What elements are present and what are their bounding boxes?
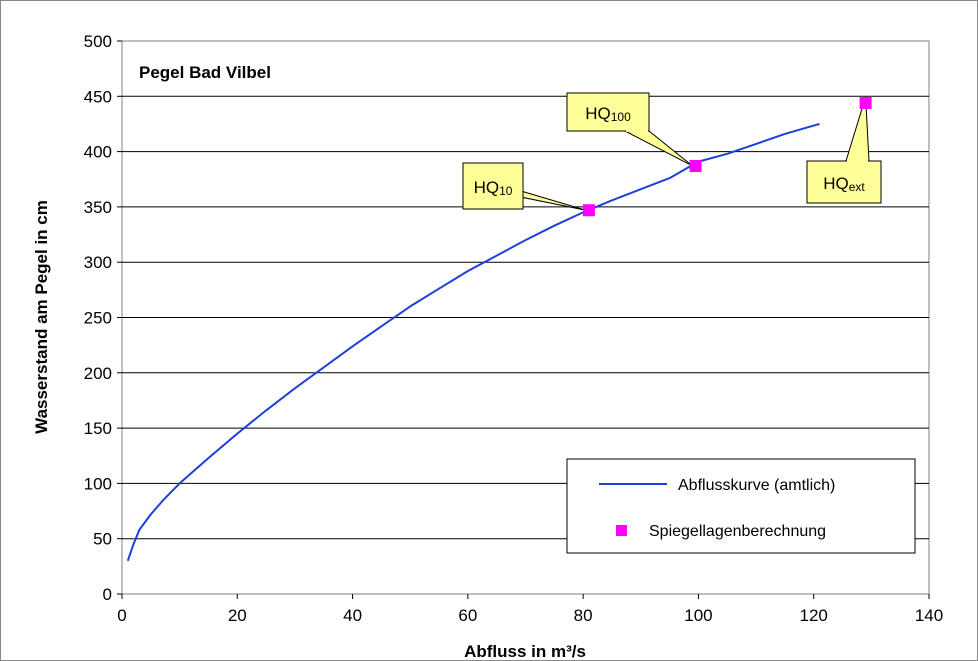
legend: Abflusskurve (amtlich) Spiegellagenberec… bbox=[566, 458, 916, 554]
y-tick-label-400: 400 bbox=[84, 143, 112, 162]
y-tick-label-200: 200 bbox=[84, 364, 112, 383]
callout-hq100: HQ100 bbox=[566, 92, 693, 167]
series-layer bbox=[126, 122, 820, 562]
callout-text-hqext: HQext bbox=[823, 174, 865, 194]
x-tick-label-60: 60 bbox=[458, 606, 477, 625]
points-layer bbox=[582, 96, 872, 217]
x-tick-label-20: 20 bbox=[228, 606, 247, 625]
legend-box bbox=[566, 458, 916, 554]
callout-hqext: HQext bbox=[806, 96, 882, 204]
y-tick-label-250: 250 bbox=[84, 309, 112, 328]
x-tick-labels: 0 20 40 60 80 100 120 140 bbox=[117, 606, 943, 625]
callout-main-hq100: HQ bbox=[585, 104, 611, 123]
point-spiegellage-3 bbox=[859, 96, 872, 109]
y-tick-label-300: 300 bbox=[84, 253, 112, 272]
legend-marker-swatch bbox=[616, 525, 627, 536]
x-tick-label-40: 40 bbox=[343, 606, 362, 625]
x-tick-label-0: 0 bbox=[117, 606, 126, 625]
y-tick-labels: 0 50 100 150 200 250 300 350 400 450 500 bbox=[84, 32, 112, 604]
series-line-abflusskurve bbox=[126, 122, 820, 562]
legend-label-spiegellagen: Spiegellagenberechnung bbox=[649, 523, 826, 540]
legend-label-abflusskurve: Abflusskurve (amtlich) bbox=[678, 477, 835, 494]
y-tick-label-450: 450 bbox=[84, 87, 112, 106]
callout-sub-hqext: ext bbox=[849, 180, 866, 194]
callout-text-hq10: HQ10 bbox=[474, 178, 513, 198]
callout-main-hqext: HQ bbox=[823, 174, 849, 193]
x-axis-title: Abfluss in m³/s bbox=[464, 642, 586, 660]
callout-box-hq10 bbox=[462, 162, 524, 210]
x-tick-label-100: 100 bbox=[684, 606, 712, 625]
callout-sub-hq100: 100 bbox=[611, 110, 631, 124]
callout-text-hq100: HQ100 bbox=[585, 104, 631, 124]
grid-lines bbox=[117, 40, 929, 595]
callout-box-hq100 bbox=[566, 92, 650, 132]
x-tick-label-120: 120 bbox=[800, 606, 828, 625]
y-tick-label-100: 100 bbox=[84, 474, 112, 493]
x-tick-label-80: 80 bbox=[574, 606, 593, 625]
y-tick-label-350: 350 bbox=[84, 198, 112, 217]
callout-box-hqext bbox=[806, 160, 882, 204]
y-tick-label-150: 150 bbox=[84, 419, 112, 438]
callout-main-hq10: HQ bbox=[474, 178, 500, 197]
y-tick-label-0: 0 bbox=[103, 585, 112, 604]
y-tick-label-500: 500 bbox=[84, 32, 112, 51]
y-tick-label-50: 50 bbox=[93, 530, 112, 549]
x-tick-marks bbox=[121, 594, 930, 599]
x-tick-label-140: 140 bbox=[915, 606, 943, 625]
chart-title: Pegel Bad Vilbel bbox=[139, 63, 271, 82]
callout-sub-hq10: 10 bbox=[499, 184, 513, 198]
point-spiegellage-1 bbox=[582, 204, 595, 217]
callout-hq10: HQ10 bbox=[462, 162, 587, 211]
y-axis-title: Wasserstand am Pegel in cm bbox=[32, 200, 51, 434]
point-spiegellage-2 bbox=[689, 159, 702, 172]
